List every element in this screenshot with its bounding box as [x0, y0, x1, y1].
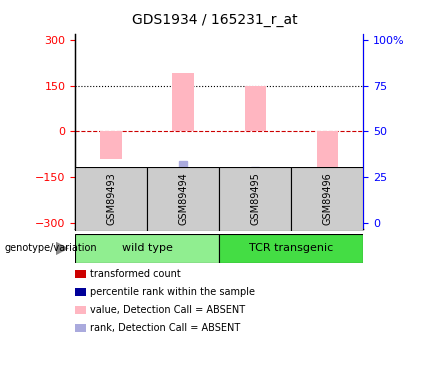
Bar: [316, 131, 338, 226]
Text: GSM89496: GSM89496: [322, 172, 332, 225]
Bar: [101, 131, 122, 159]
Text: percentile rank within the sample: percentile rank within the sample: [90, 287, 255, 297]
Bar: [245, 86, 266, 131]
Text: GDS1934 / 165231_r_at: GDS1934 / 165231_r_at: [132, 13, 298, 27]
Text: genotype/variation: genotype/variation: [4, 243, 97, 254]
Text: value, Detection Call = ABSENT: value, Detection Call = ABSENT: [90, 305, 246, 315]
Text: GSM89495: GSM89495: [250, 172, 260, 225]
Bar: [147, 167, 219, 231]
Text: GSM89494: GSM89494: [178, 172, 188, 225]
Text: wild type: wild type: [122, 243, 173, 254]
Bar: [291, 167, 363, 231]
Text: TCR transgenic: TCR transgenic: [249, 243, 333, 254]
Bar: [75, 234, 219, 262]
Bar: [75, 167, 147, 231]
Bar: [172, 74, 194, 131]
Bar: [219, 167, 292, 231]
Polygon shape: [56, 242, 69, 255]
Text: transformed count: transformed count: [90, 269, 181, 279]
Text: GSM89493: GSM89493: [106, 172, 116, 225]
Text: rank, Detection Call = ABSENT: rank, Detection Call = ABSENT: [90, 323, 240, 333]
Bar: [219, 234, 363, 262]
